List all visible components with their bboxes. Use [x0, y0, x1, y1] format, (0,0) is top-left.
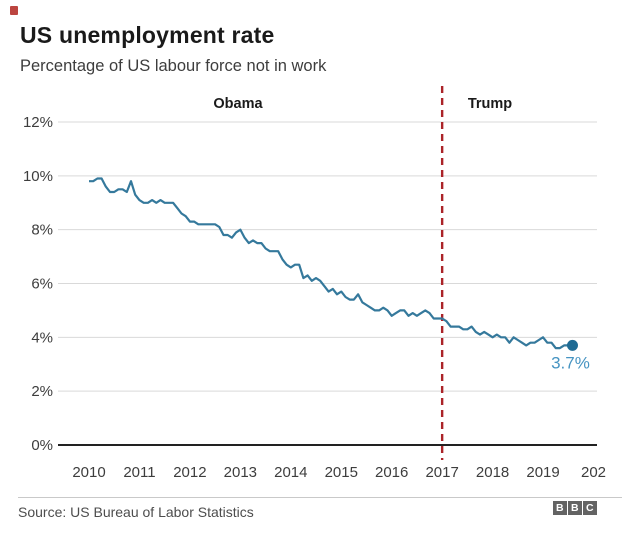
x-axis-tick-label: 2016 [375, 464, 408, 481]
y-axis-tick-label: 8% [31, 222, 53, 239]
unemployment-line-chart: 0% 2% 4% 6% 8% 10% 12% 2010 2011 2012 2013 2014 2015… [23, 86, 606, 481]
y-axis-tick-label: 4% [31, 329, 53, 346]
footer-divider [18, 497, 622, 498]
latest-value-dot [566, 339, 578, 351]
x-axis-tick-label: 2014 [274, 464, 307, 481]
y-axis-tick-label: 6% [31, 276, 53, 293]
x-axis-tick-label: 2011 [123, 464, 155, 481]
bbc-logo-letter: C [583, 501, 597, 515]
x-axis-tick-label: 2019 [526, 464, 559, 481]
bbc-logo-letter: B [568, 501, 582, 515]
x-axis-tick-label: 2012 [173, 464, 206, 481]
x-axis-tick-label: 2018 [476, 464, 509, 481]
chart-subtitle: Percentage of US labour force not in wor… [20, 57, 327, 75]
y-axis-tick-label: 2% [31, 383, 53, 400]
obama-label: Obama [213, 96, 263, 112]
red-marker-icon [10, 6, 18, 15]
x-axis-tick-label: 2010 [72, 464, 105, 481]
source-caption: Source: US Bureau of Labor Statistics [18, 504, 254, 520]
bbc-logo: B B C [553, 501, 597, 515]
x-axis-tick-label: 2013 [224, 464, 257, 481]
x-axis-tick-label: 2015 [325, 464, 358, 481]
y-axis-tick-label: 12% [23, 114, 53, 131]
y-axis-tick-label: 0% [31, 437, 53, 454]
bbc-logo-letter: B [553, 501, 567, 515]
x-axis-tick-label: 202 [581, 464, 606, 481]
chart-title: US unemployment rate [20, 22, 275, 48]
trump-label: Trump [468, 96, 512, 112]
unemployment-trend-line [89, 177, 573, 350]
y-axis-tick-label: 10% [23, 168, 53, 185]
latest-value-label: 3.7% [551, 353, 590, 372]
x-axis-tick-label: 2017 [425, 464, 458, 481]
